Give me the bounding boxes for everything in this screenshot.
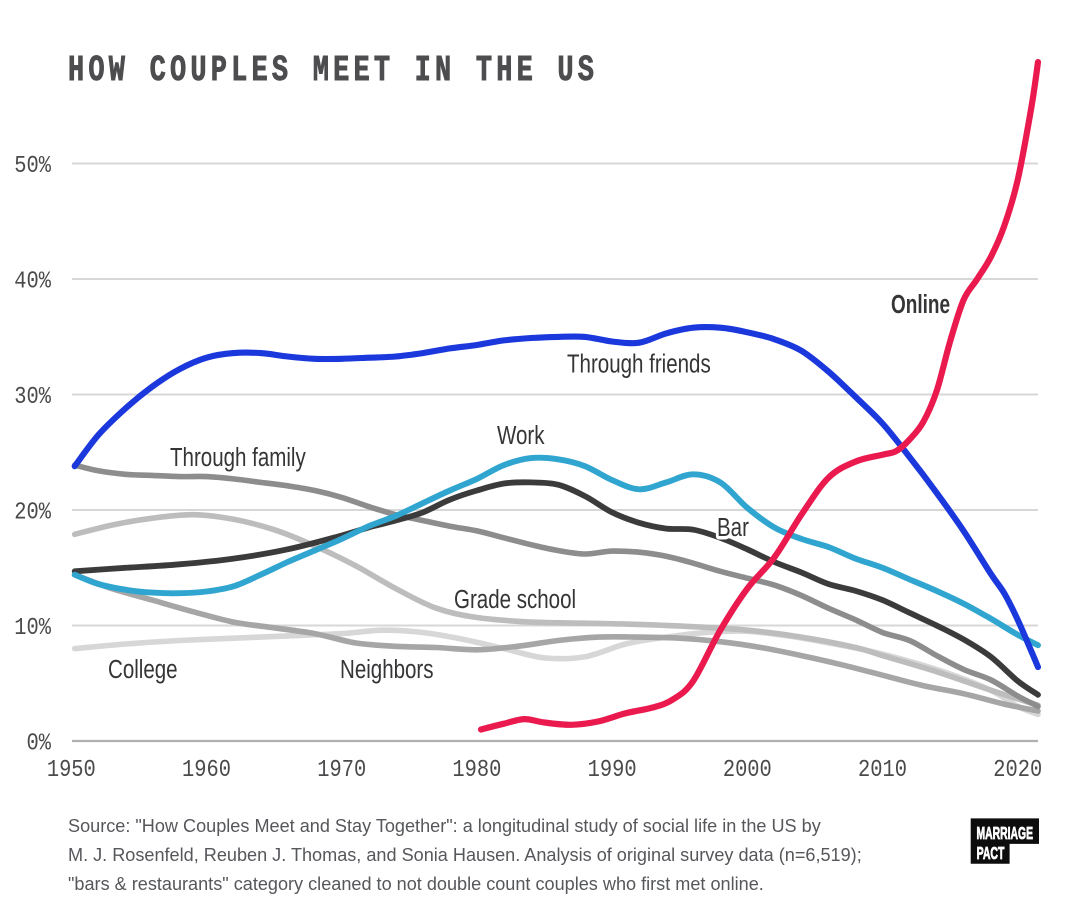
svg-text:1960: 1960 [182,756,231,784]
svg-text:"bars & restaurants" category: "bars & restaurants" category cleaned to… [68,874,764,894]
svg-text:10%: 10% [14,614,51,642]
svg-text:Neighbors: Neighbors [340,655,434,684]
svg-text:2010: 2010 [858,756,907,784]
svg-text:Through friends: Through friends [567,349,711,378]
svg-text:2020: 2020 [993,756,1042,784]
svg-text:Source: "How Couples Meet and: Source: "How Couples Meet and Stay Toget… [68,816,822,836]
svg-text:1990: 1990 [588,756,637,784]
svg-text:1950: 1950 [47,756,96,784]
svg-text:2000: 2000 [723,756,772,784]
svg-text:30%: 30% [14,383,51,411]
svg-text:HOW COUPLES MEET IN THE US: HOW COUPLES MEET IN THE US [68,51,598,92]
svg-text:Online: Online [891,289,950,319]
svg-text:Through family: Through family [170,443,306,472]
svg-text:1970: 1970 [317,756,366,784]
svg-text:College: College [108,655,178,684]
svg-text:20%: 20% [14,498,51,526]
svg-text:PACT: PACT [977,843,1005,863]
svg-text:Grade school: Grade school [454,585,576,614]
svg-text:50%: 50% [14,152,51,180]
svg-text:1980: 1980 [452,756,501,784]
svg-text:MARRIAGE: MARRIAGE [977,823,1034,843]
svg-text:Work: Work [497,421,545,450]
svg-text:Bar: Bar [717,513,749,542]
svg-text:M. J. Rosenfeld, Reuben J. Tho: M. J. Rosenfeld, Reuben J. Thomas, and S… [68,845,862,865]
svg-text:0%: 0% [27,729,52,757]
svg-text:40%: 40% [14,267,51,295]
